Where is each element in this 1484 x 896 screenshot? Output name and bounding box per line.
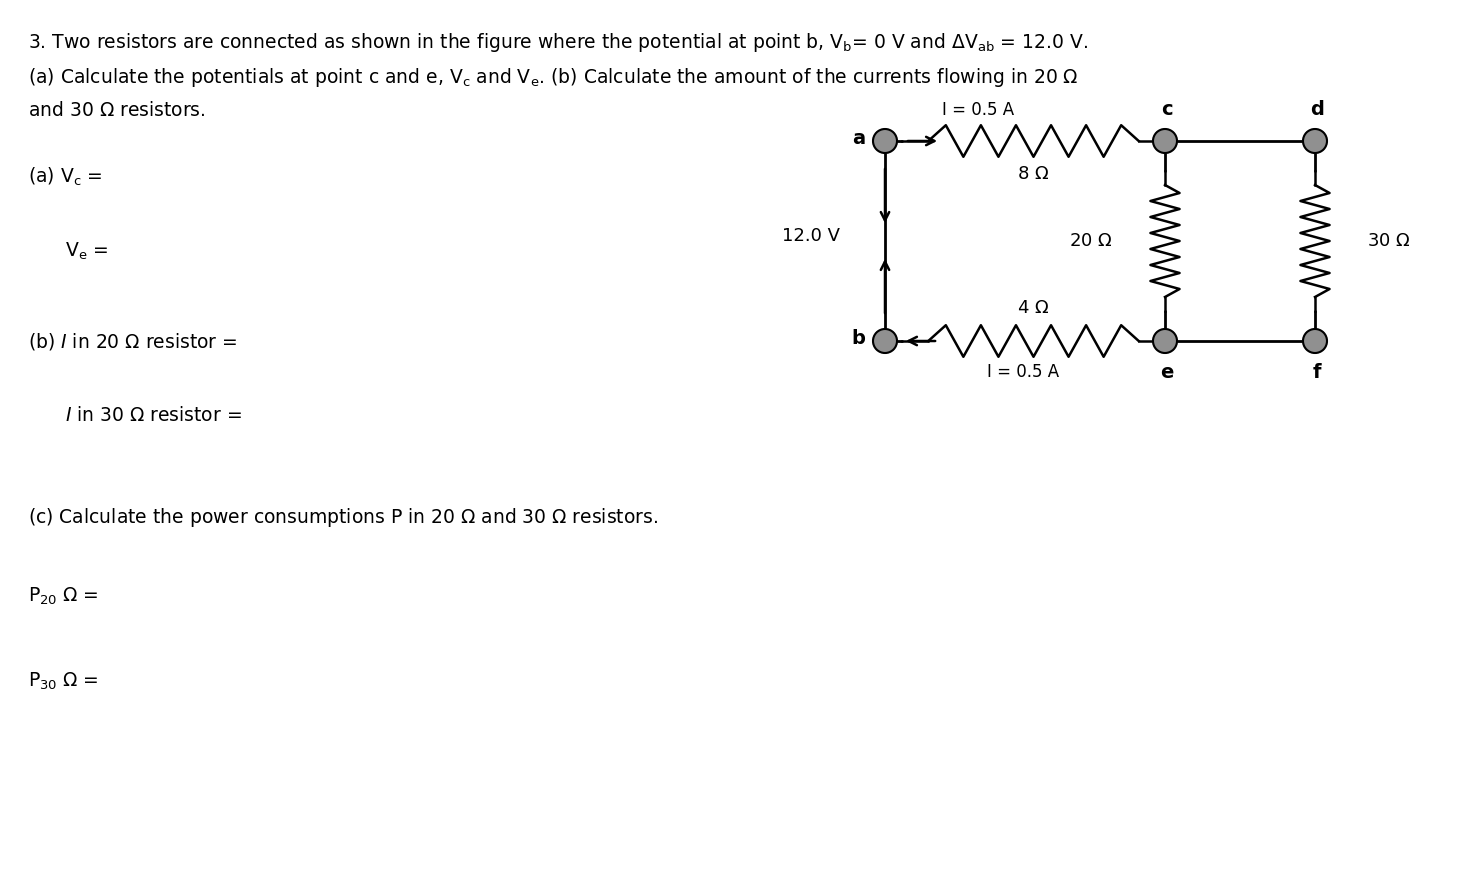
Circle shape xyxy=(1153,129,1177,153)
Text: c: c xyxy=(1160,100,1172,119)
Text: d: d xyxy=(1310,100,1324,119)
Text: 8 $\Omega$: 8 $\Omega$ xyxy=(1018,165,1049,183)
Circle shape xyxy=(1303,129,1327,153)
Text: a: a xyxy=(852,128,865,148)
Circle shape xyxy=(873,129,896,153)
Text: f: f xyxy=(1313,363,1321,382)
Text: (c) Calculate the power consumptions P in 20 $\Omega$ and 30 $\Omega$ resistors.: (c) Calculate the power consumptions P i… xyxy=(28,506,657,529)
Text: I = 0.5 A: I = 0.5 A xyxy=(942,101,1015,119)
Text: (b) $I$ in 20 $\Omega$ resistor =: (b) $I$ in 20 $\Omega$ resistor = xyxy=(28,331,237,352)
Text: 3. Two resistors are connected as shown in the figure where the potential at poi: 3. Two resistors are connected as shown … xyxy=(28,31,1088,54)
Text: P$_\mathregular{30}$ $\Omega$ =: P$_\mathregular{30}$ $\Omega$ = xyxy=(28,671,99,693)
Text: 30 $\Omega$: 30 $\Omega$ xyxy=(1367,232,1411,250)
Text: 20 $\Omega$: 20 $\Omega$ xyxy=(1070,232,1113,250)
Text: e: e xyxy=(1160,363,1174,382)
Text: 12.0 V: 12.0 V xyxy=(782,227,840,245)
Text: $I$ in 30 $\Omega$ resistor =: $I$ in 30 $\Omega$ resistor = xyxy=(65,406,242,425)
Text: and 30 $\Omega$ resistors.: and 30 $\Omega$ resistors. xyxy=(28,101,205,120)
Text: (a) Calculate the potentials at point c and e, V$_\mathregular{c}$ and V$_\mathr: (a) Calculate the potentials at point c … xyxy=(28,66,1079,89)
Circle shape xyxy=(873,329,896,353)
Circle shape xyxy=(1303,329,1327,353)
Text: b: b xyxy=(852,329,865,348)
Text: (a) V$_\mathregular{c}$ =: (a) V$_\mathregular{c}$ = xyxy=(28,166,102,188)
Text: V$_\mathregular{e}$ =: V$_\mathregular{e}$ = xyxy=(65,241,108,263)
Text: 4 $\Omega$: 4 $\Omega$ xyxy=(1018,299,1049,317)
Text: P$_\mathregular{20}$ $\Omega$ =: P$_\mathregular{20}$ $\Omega$ = xyxy=(28,586,99,607)
Circle shape xyxy=(1153,329,1177,353)
Text: I = 0.5 A: I = 0.5 A xyxy=(987,363,1060,381)
